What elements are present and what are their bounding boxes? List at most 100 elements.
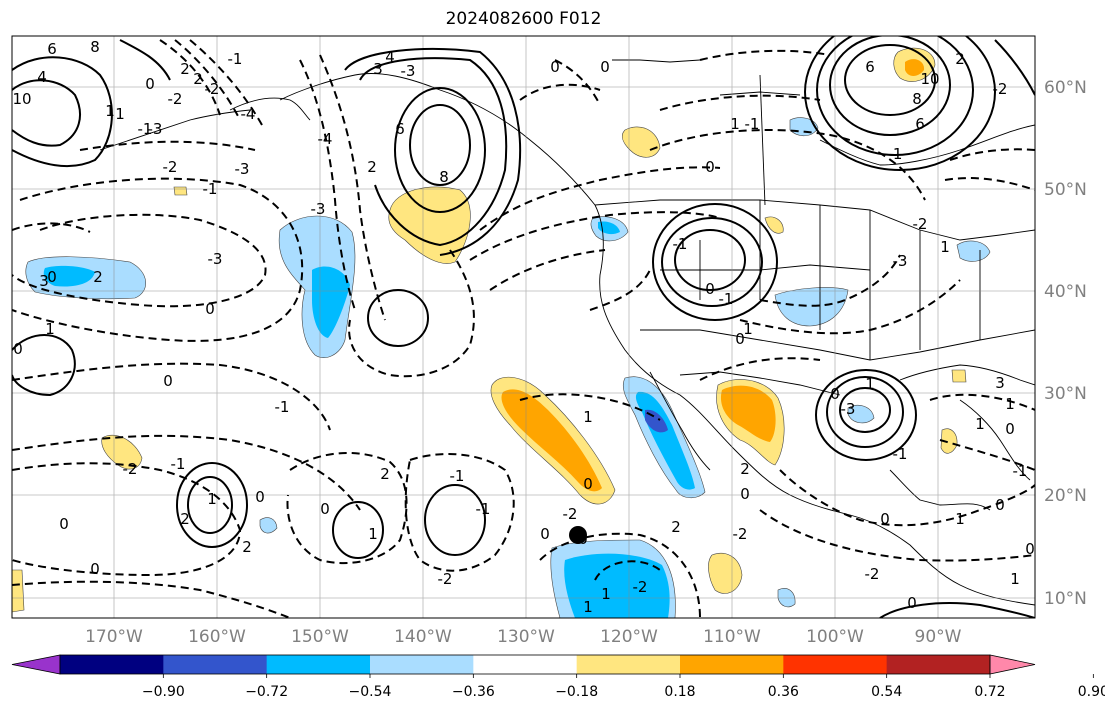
contour-label: -3 [401,62,416,80]
colorbar-segment [576,655,681,674]
contour-label: -2 [865,565,880,583]
longitude-label: 120°W [600,627,658,647]
contour-label: -2 [438,570,453,588]
contour-label: 0 [880,510,890,528]
contour-label: -3 [893,252,908,270]
contour-label: 1 [975,415,985,433]
colorbar-outline [59,654,991,675]
contour-label: 1 [940,238,950,256]
contour-label: 1 [115,105,125,123]
contour-label: 8 [90,38,100,56]
shaded-anomaly-areas [12,47,991,618]
colorbar-tick-label: −0.36 [452,684,495,700]
latitude-label: 40°N [1044,282,1087,302]
contour-label: -1 [888,145,903,163]
contour-label: 2 [380,465,390,483]
contour-label: -1 [203,180,218,198]
contour-label: 1 [1005,395,1015,413]
contour-label: 0 [583,475,593,493]
contour-label: -2 [993,80,1008,98]
contour-label: 0 [1005,420,1015,438]
colorbar-segment [60,655,164,674]
contour-label: -3 [208,250,223,268]
colorbar-tick-labels: −0.90 −0.72 −0.54 −0.36 −0.18 0.18 0.36 0.54 0.7… [142,674,1105,700]
contour-label: -1 [275,398,290,416]
contour-label: -2 [205,80,220,98]
colorbar-segment [370,655,474,674]
colorbar-tick-label: 0.36 [768,684,799,700]
longitude-label: 90°W [915,627,962,647]
contour-label: 2 [955,50,965,68]
contour-label: 4 [385,48,395,66]
contour-label: 1 [45,320,55,338]
contour-label: 6 [915,115,925,133]
contour-label: 6 [47,40,57,58]
contour-label: 2 [93,268,103,286]
contour-label: 0 [90,560,100,578]
contour-label: 0 [13,340,23,358]
solid-contours [12,36,1035,618]
colorbar-segment [163,655,268,674]
contour-label: 1 [865,375,875,393]
longitude-label: 170°W [85,627,143,647]
contour-label: 0 [540,525,550,543]
contour-label: 2 [180,60,190,78]
longitude-label: 110°W [703,627,761,647]
contour-label: 8 [439,168,449,186]
contour-label: 0 [255,488,265,506]
contour-label: -3 [311,200,326,218]
contour-label: -1 [476,500,491,518]
contour-label: 10 [12,90,31,108]
center-marker [569,526,587,544]
contour-label: 0 [705,158,715,176]
contour-label: 1 [730,115,740,133]
contour-label: 0 [550,58,560,76]
contour-label: 0 [145,75,155,93]
contour-label: 0 [600,58,610,76]
colorbar-segment [473,655,578,674]
latitude-label: 60°N [1044,78,1087,98]
contour-label: -2 [163,158,178,176]
colorbar-tick-label: 0.72 [974,684,1005,700]
contour-label: 0 [320,500,330,518]
contour-label: 0 [907,594,917,612]
colorbar-tick-label: 0.54 [871,684,902,700]
contour-label: -1 [171,455,186,473]
contour-label: 0 [995,496,1005,514]
contour-label: -4 [241,105,256,123]
contour-label: 0 [1025,540,1035,558]
longitude-label: 130°W [497,627,555,647]
contour-label: 0 [59,515,69,533]
contour-label: 2 [180,510,190,528]
colorbar-segment [886,655,991,674]
contour-label: -2 [123,460,138,478]
contour-label: -1 [745,115,760,133]
contour-label: -1 [719,290,734,308]
contour-label: -2 [733,525,748,543]
contour-label: 0 [735,330,745,348]
contour-label: 10 [920,70,939,88]
latitude-labels: 60°N 50°N 40°N 30°N 20°N 10°N [1044,78,1087,609]
longitude-label: 100°W [806,627,864,647]
colorbar-tick-label: −0.72 [245,684,288,700]
contour-label: 2 [193,70,203,88]
latitude-label: 30°N [1044,384,1087,404]
contour-label: -1 [138,120,153,138]
contour-label: 1 [743,320,753,338]
contour-label: -4 [318,130,333,148]
contour-label: 1 [583,598,593,616]
contour-label: 1 [207,490,217,508]
contour-label: 1 [1010,570,1020,588]
colorbar-segment [266,655,371,674]
coastlines-borders [99,59,1035,606]
contour-label: 0 [740,485,750,503]
contour-label: 3 [995,374,1005,392]
colorbar-segment [783,655,888,674]
contour-label: -1 [1013,462,1028,480]
map-title: 2024082600 F012 [445,9,602,29]
contour-label: 4 [37,68,47,86]
colorbar [11,654,1036,675]
contour-label: 0 [163,372,173,390]
